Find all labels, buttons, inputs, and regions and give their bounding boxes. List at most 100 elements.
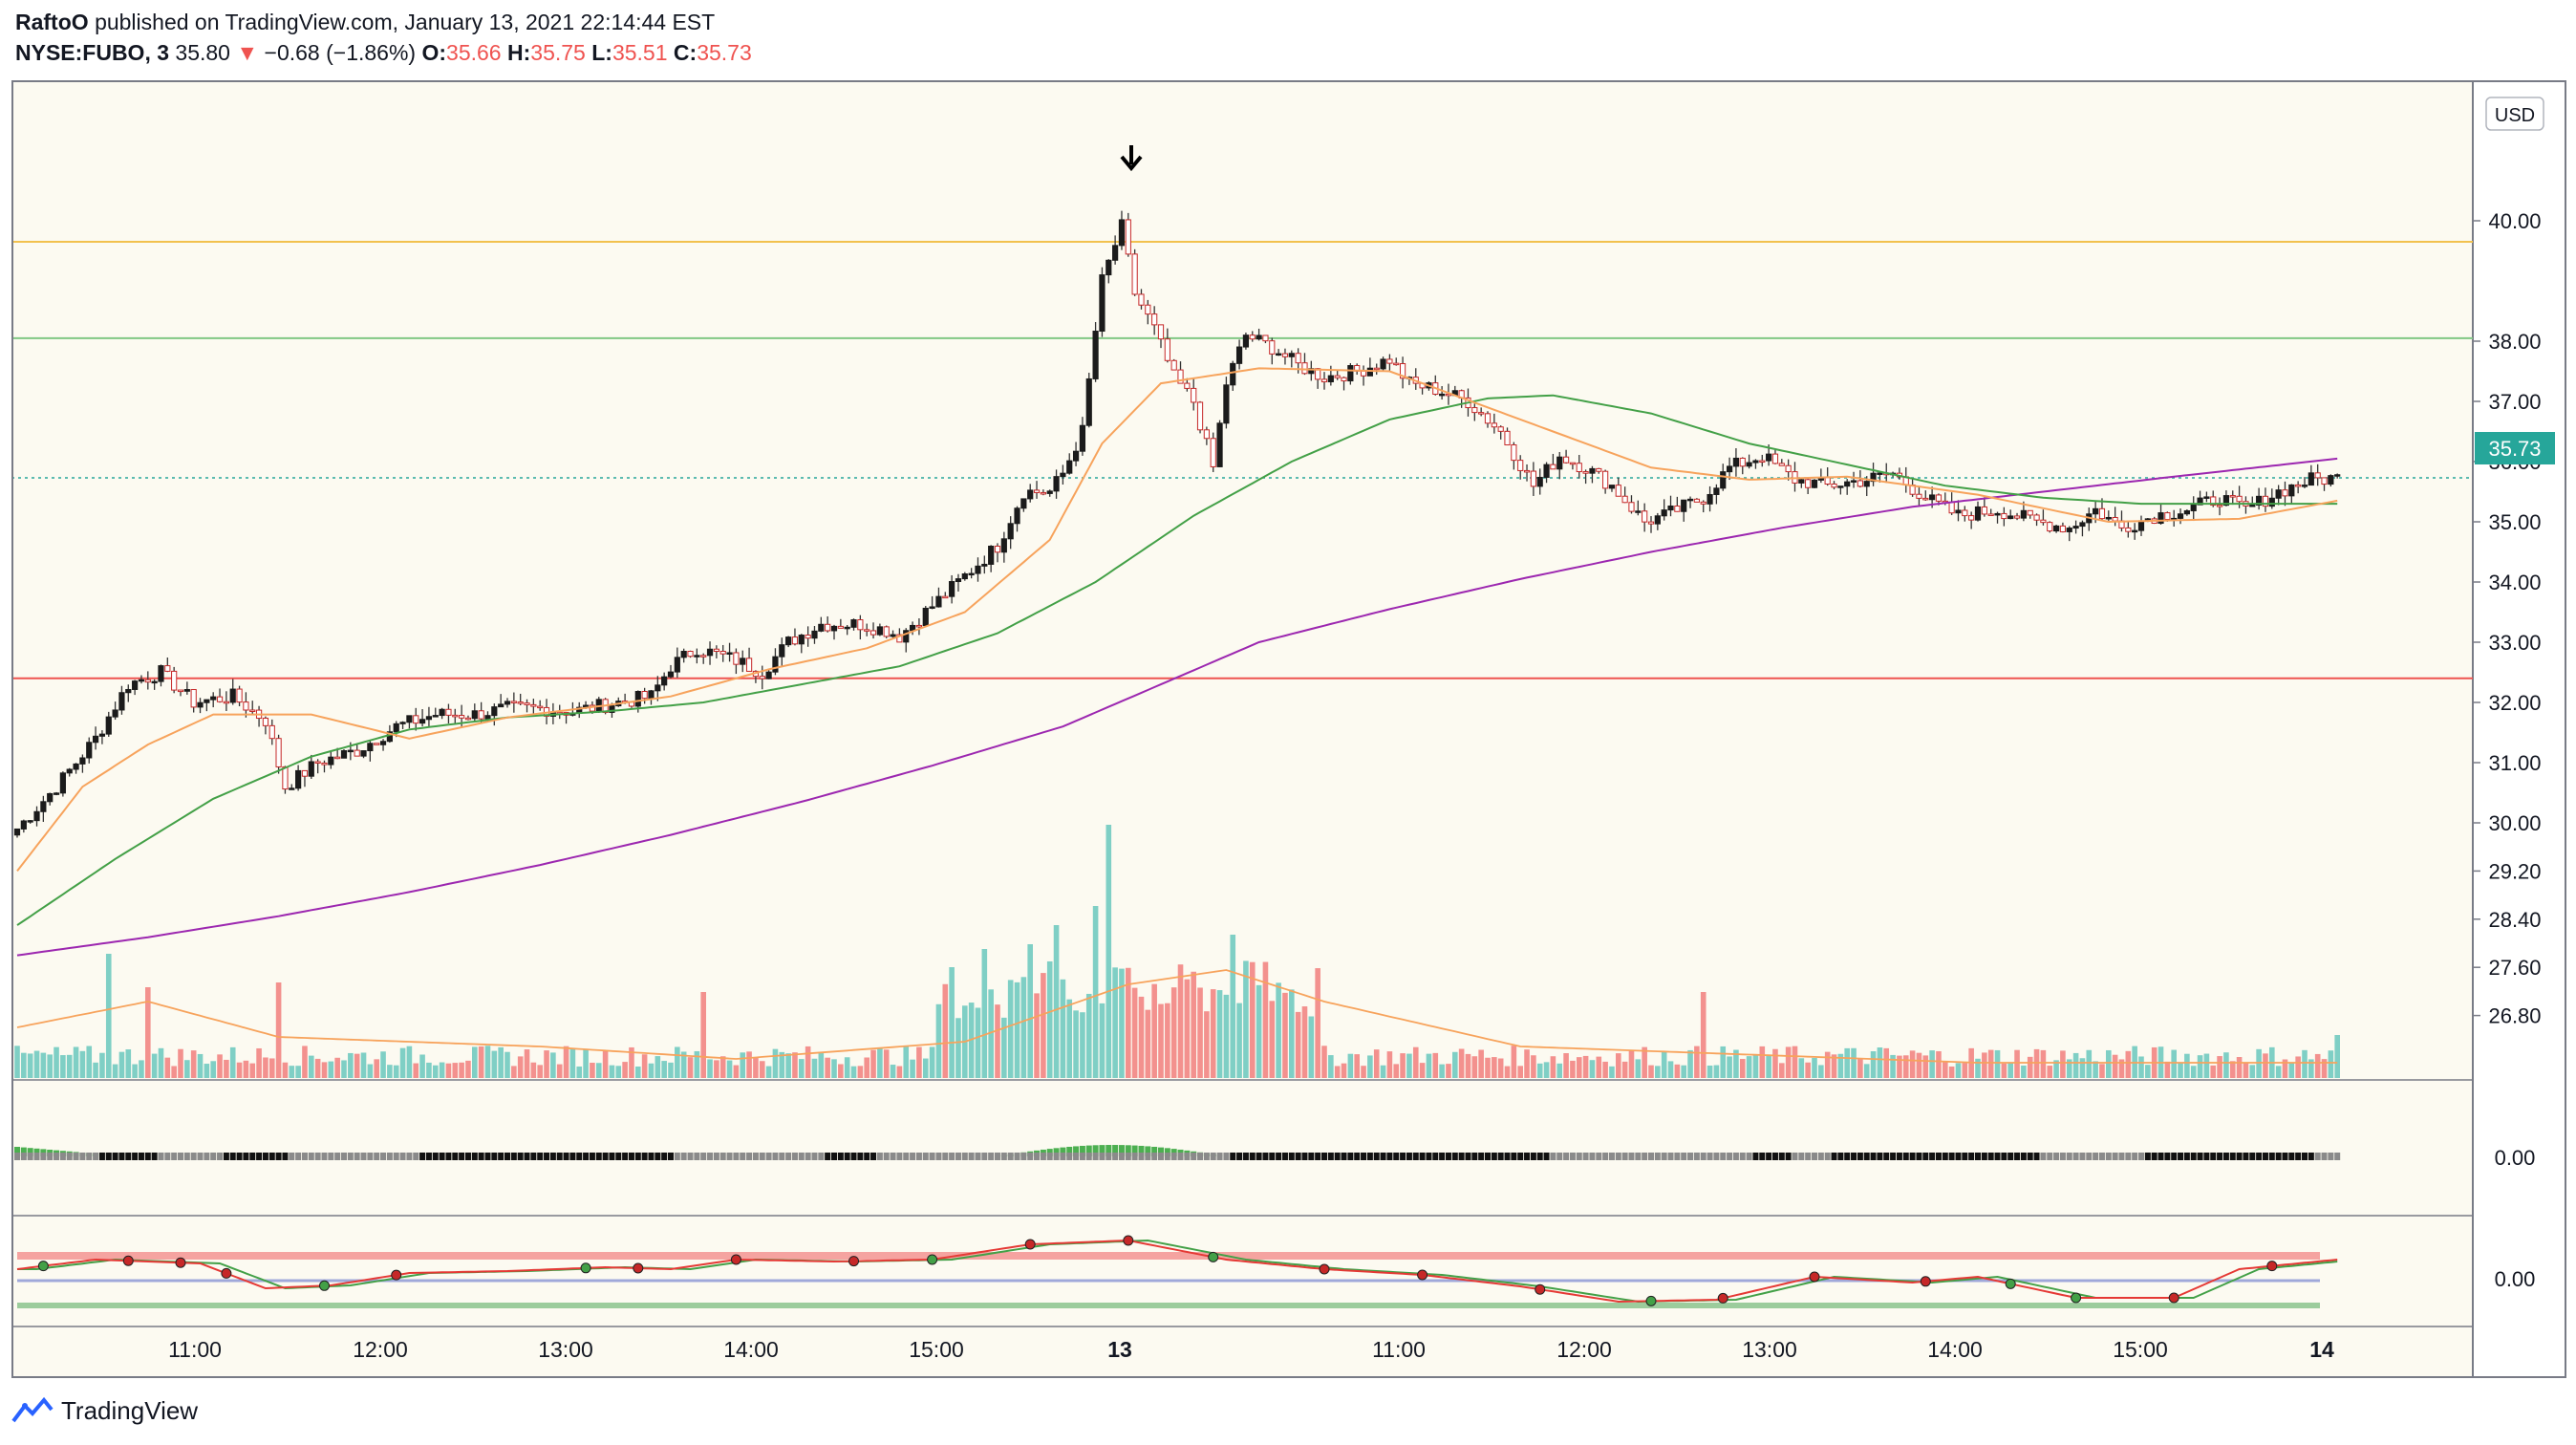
squeeze-dot [54, 1153, 60, 1160]
volume-bar [1492, 1057, 1497, 1078]
candle-body [445, 708, 452, 716]
volume-bar [1426, 1053, 1432, 1078]
time-tick-label: 13:00 [538, 1337, 593, 1362]
oscillator-cross-marker [175, 1257, 186, 1268]
squeeze-dot [1131, 1153, 1138, 1160]
volume-bar [1635, 1059, 1642, 1078]
candle-body [92, 735, 99, 744]
squeeze-dot [2059, 1153, 2066, 1160]
squeeze-dot [1766, 1153, 1772, 1160]
oscillator-cross-marker [1645, 1295, 1657, 1306]
squeeze-dot [759, 1153, 765, 1160]
candle-body [713, 648, 719, 652]
candle-body [981, 563, 988, 567]
candle-body [1752, 460, 1759, 464]
squeeze-dot [694, 1153, 700, 1160]
candle-body [301, 769, 309, 777]
candle-body [498, 703, 504, 708]
candle-body [1196, 401, 1204, 431]
candle-body [876, 626, 883, 636]
candle-body [229, 688, 236, 703]
squeeze-dot [1524, 1153, 1531, 1160]
volume-bar [1982, 1052, 1987, 1078]
volume-bar [1386, 1051, 1393, 1078]
candle-body [20, 820, 27, 830]
volume-bar [896, 1066, 903, 1078]
price-tick-label: 37.00 [2488, 390, 2541, 414]
volume-bar [1373, 1049, 1380, 1078]
squeeze-dot [622, 1153, 629, 1160]
candle-body [1177, 369, 1184, 384]
squeeze-dot [2217, 1153, 2223, 1160]
candle-body [459, 715, 465, 719]
candle-body [1661, 509, 1667, 517]
candle-body [1484, 413, 1492, 424]
volume-bar [1465, 1053, 1471, 1078]
footer-brand[interactable]: TradingView [11, 1393, 198, 1428]
candle-body [86, 742, 93, 759]
squeeze-dot [1667, 1153, 1674, 1160]
candle-body [2007, 515, 2014, 520]
volume-bar [1759, 1046, 1766, 1078]
footer-brand-label: TradingView [61, 1395, 199, 1425]
symbol-label[interactable]: NYSE:FUBO, 3 [15, 40, 170, 65]
squeeze-dot [910, 1153, 916, 1160]
candle-body [1386, 358, 1393, 364]
candle-body [680, 651, 687, 658]
squeeze-dot [1099, 1153, 1106, 1160]
volume-bar [229, 1046, 236, 1078]
time-axis[interactable]: 11:00 12:00 13:00 14:00 15:00 13 11:00 12:00 13:… [168, 1337, 2334, 1362]
volume-bar [158, 1047, 164, 1078]
candle-body [1439, 393, 1446, 397]
candle-body [869, 630, 877, 636]
squeeze-dot [2098, 1153, 2105, 1160]
candle-body [1955, 509, 1962, 514]
volume-bar [1994, 1049, 2001, 1078]
squeeze-dot [1707, 1153, 1713, 1160]
volume-bar [602, 1049, 609, 1078]
candle-body [1504, 430, 1511, 446]
candle-body [2132, 529, 2138, 533]
candle-body [2301, 485, 2308, 487]
price-tick-label: 40.00 [2488, 209, 2541, 233]
volume-bar [145, 987, 151, 1078]
candle-body [1582, 471, 1589, 474]
squeeze-dot [1216, 1153, 1223, 1160]
volume-bar [2021, 1065, 2027, 1078]
author-name[interactable]: RaftoO [15, 10, 89, 34]
volume-bar [844, 1057, 850, 1078]
volume-bar [1341, 1063, 1347, 1078]
squeeze-dot [459, 1153, 465, 1160]
volume-bar [1975, 1058, 1981, 1078]
squeeze-dot [968, 1153, 975, 1160]
squeeze-dot [890, 1153, 896, 1160]
volume-bar [47, 1054, 53, 1078]
volume-bar [33, 1050, 40, 1078]
candle-body [903, 630, 910, 643]
squeeze-dot [1922, 1153, 1929, 1160]
volume-bar [799, 1059, 805, 1078]
price-axis[interactable]: 40.0038.0037.0036.0035.0034.0033.0032.00… [2473, 209, 2542, 1028]
volume-bar [478, 1046, 484, 1078]
chart-background [11, 80, 2566, 1378]
squeeze-dot [1817, 1153, 1824, 1160]
volume-bar [1400, 1053, 1406, 1078]
candle-body [1707, 493, 1713, 505]
candle-body [517, 701, 524, 704]
volume-bar [1987, 1049, 1994, 1078]
candle-body [975, 565, 981, 574]
candle-body [719, 650, 726, 655]
currency-button[interactable] [2485, 97, 2544, 131]
squeeze-dot [2275, 1153, 2282, 1160]
momentum-bar [1158, 1147, 1164, 1156]
volume-bar [1602, 1061, 1608, 1078]
volume-bar [759, 1061, 765, 1078]
volume-bar [321, 1062, 328, 1078]
squeeze-dot [1327, 1153, 1334, 1160]
volume-bar [1380, 1065, 1386, 1078]
squeeze-dot [1170, 1153, 1177, 1160]
squeeze-dot [2203, 1153, 2210, 1160]
time-tick-label: 12:00 [353, 1337, 408, 1362]
squeeze-dot [1439, 1153, 1446, 1160]
